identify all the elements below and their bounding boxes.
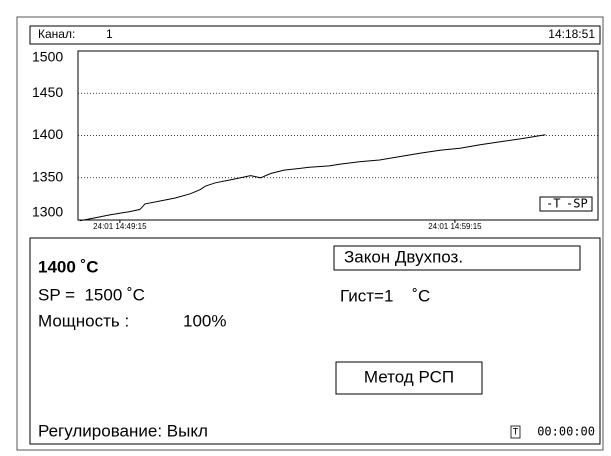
legend-box <box>539 196 593 212</box>
panel-box <box>29 237 601 445</box>
timer-icon-box <box>510 425 521 439</box>
plot-frame <box>77 50 599 221</box>
timer: 00:00:00 <box>537 425 595 439</box>
x-tick-label: 24:01 14:49:15 <box>93 222 147 231</box>
channel-label: Канал: <box>38 27 75 41</box>
x-tick-label: 24:01 14:59:15 <box>428 222 482 231</box>
chart: 1300 1350 1400 1450 1500 24:01 14:49:15 24:01 … <box>32 49 598 231</box>
y-tick-label: 1350 <box>32 168 63 184</box>
setpoint: SP = 1500 ˚C <box>38 285 145 304</box>
channel: 1 <box>106 27 113 41</box>
timer-icon: T <box>513 428 519 438</box>
y-tick-label: 1400 <box>32 126 63 142</box>
method[interactable]: Метод РСП <box>364 367 454 386</box>
clock: 14:18:51 <box>548 27 595 41</box>
y-tick-label: 1500 <box>32 49 63 65</box>
regulation: Регулирование: Выкл <box>38 421 208 440</box>
header-box <box>29 25 601 45</box>
hysteresis: Гист=1 ˚C <box>340 286 430 305</box>
method-button[interactable] <box>335 361 483 395</box>
y-tick-label: 1300 <box>32 204 63 220</box>
series-line <box>79 134 546 222</box>
temperature: 1400 ˚C <box>38 257 98 276</box>
law: Закон Двухпоз. <box>344 247 463 266</box>
y-tick-label: 1450 <box>32 84 63 100</box>
legend-entry: -SP <box>566 197 588 211</box>
law-box <box>333 245 581 271</box>
power: 100% <box>183 311 226 330</box>
outer-frame <box>16 16 604 451</box>
power-label: Мощность : <box>38 311 129 330</box>
legend-entry: -T <box>546 197 560 211</box>
